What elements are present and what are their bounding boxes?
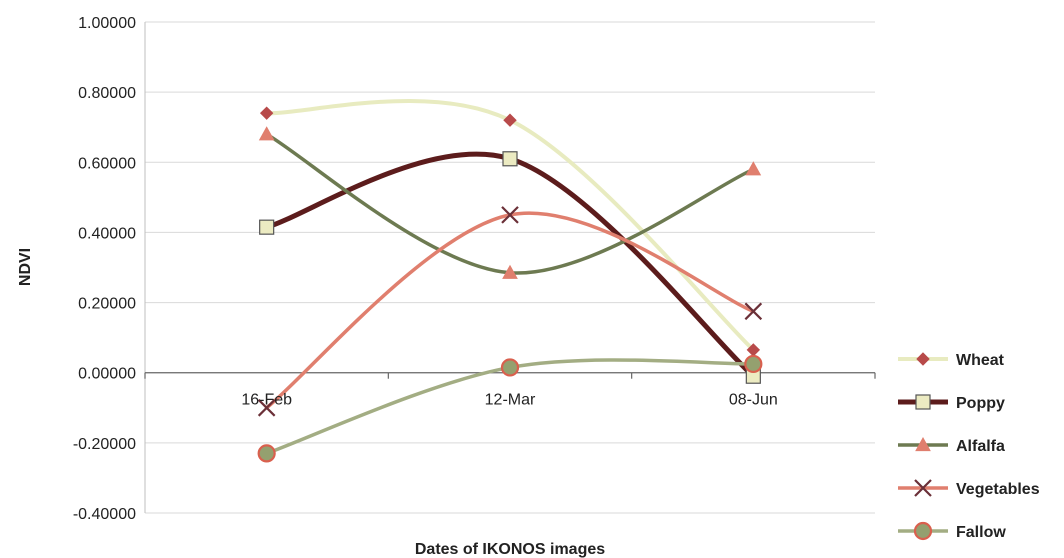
y-tick-label: 0.40000 bbox=[78, 225, 136, 242]
legend-marker-wheat bbox=[916, 352, 930, 366]
data-point-vegetables bbox=[501, 206, 519, 224]
data-point-fallow bbox=[500, 358, 520, 377]
x-tick-label: 12-Mar bbox=[485, 392, 536, 409]
y-tick-label: 0.00000 bbox=[78, 366, 136, 383]
legend-marker-alfalfa bbox=[915, 436, 931, 452]
legend-label: Fallow bbox=[956, 524, 1006, 541]
data-point-fallow bbox=[257, 444, 276, 463]
data-point-poppy bbox=[259, 219, 275, 235]
y-tick-label: 0.80000 bbox=[78, 85, 136, 102]
y-tick-label: -0.20000 bbox=[73, 436, 136, 453]
legend-marker-poppy bbox=[915, 394, 931, 410]
data-point-wheat bbox=[503, 113, 517, 127]
data-point-fallow bbox=[744, 354, 763, 374]
data-point-alfalfa bbox=[745, 161, 762, 176]
series-line-wheat bbox=[264, 98, 756, 352]
y-tick-label: 1.00000 bbox=[78, 15, 136, 32]
data-point-vegetables bbox=[257, 399, 276, 417]
legend: Wheat Poppy Alfalfa Vegetables Fallow bbox=[898, 352, 1040, 541]
series-line-vegetables bbox=[264, 211, 756, 410]
x-tick-label: 08-Jun bbox=[729, 392, 778, 409]
legend-item-fallow: Fallow bbox=[898, 521, 1006, 541]
legend-label: Poppy bbox=[956, 395, 1005, 412]
legend-label: Vegetables bbox=[956, 481, 1040, 498]
legend-item-vegetables: Vegetables bbox=[898, 479, 1040, 498]
y-tick-label: 0.60000 bbox=[78, 155, 136, 172]
y-tick-label: -0.40000 bbox=[73, 506, 136, 523]
data-point-poppy bbox=[502, 151, 518, 167]
y-axis-title: NDVI bbox=[17, 248, 34, 286]
series-markers bbox=[257, 106, 763, 463]
x-tick-label: 16-Feb bbox=[241, 392, 292, 409]
data-point-wheat bbox=[259, 106, 274, 120]
legend-marker-vegetables bbox=[914, 479, 932, 497]
legend-marker-fallow bbox=[913, 521, 933, 541]
data-point-vegetables bbox=[744, 302, 763, 321]
legend-label: Wheat bbox=[956, 352, 1005, 369]
legend-item-wheat: Wheat bbox=[898, 352, 1005, 369]
legend-item-alfalfa: Alfalfa bbox=[898, 436, 1005, 455]
legend-item-poppy: Poppy bbox=[898, 394, 1005, 412]
tick-labels: -0.40000 -0.20000 0.00000 0.20000 0.40000 0.6… bbox=[73, 15, 778, 523]
data-point-alfalfa bbox=[258, 126, 275, 141]
y-tick-label: 0.20000 bbox=[78, 296, 136, 313]
data-point-alfalfa bbox=[502, 264, 518, 279]
legend-label: Alfalfa bbox=[956, 438, 1005, 455]
x-axis-title: Dates of IKONOS images bbox=[415, 541, 605, 558]
